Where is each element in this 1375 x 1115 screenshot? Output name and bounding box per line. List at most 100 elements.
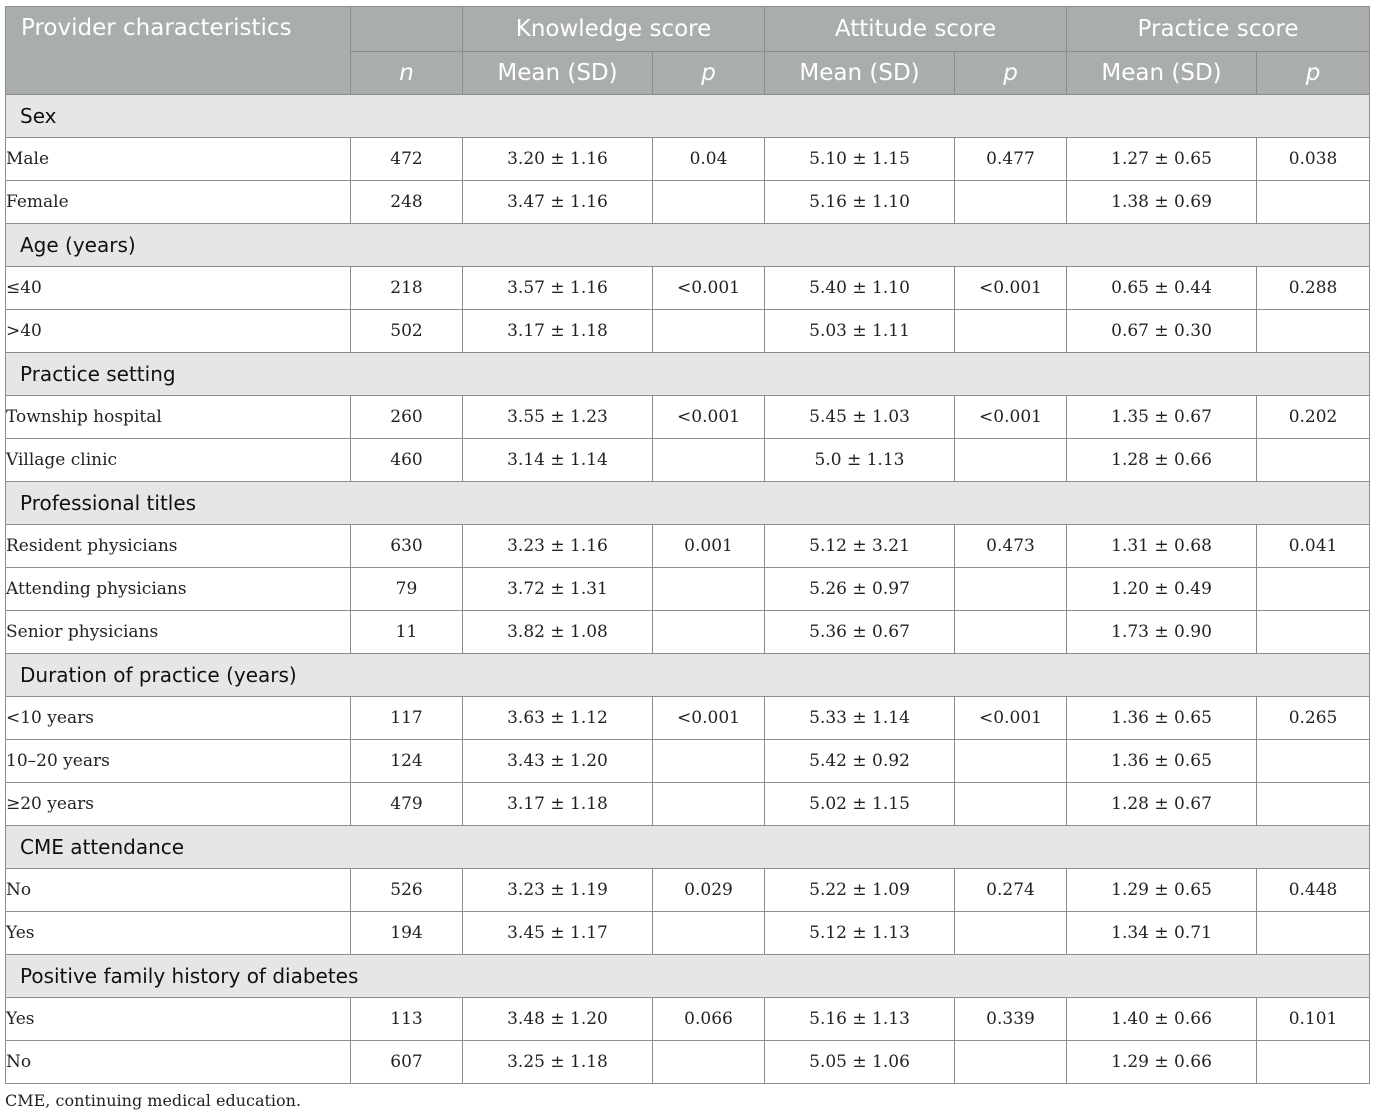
table-row: Senior physicians 11 3.82 ± 1.08 5.36 ± 0.6… [5,610,1371,654]
header-practice-mean: Mean (SD) [1066,51,1258,95]
cell-attitude-mean: 5.42 ± 0.92 [764,739,956,783]
row-label: Male [5,137,351,181]
table-body: Sex Male 472 3.20 ± 1.16 0.04 5.10 ± 1.15 0.47… [4,94,1371,1084]
table-row: <10 years 117 3.63 ± 1.12 <0.001 5.33 ± 1.14… [5,696,1371,740]
row-label: No [5,868,351,912]
cell-attitude-mean: 5.45 ± 1.03 [764,395,956,439]
cell-attitude-mean: 5.12 ± 1.13 [764,911,956,955]
cell-knowledge-mean: 3.17 ± 1.18 [462,309,653,353]
cell-knowledge-p [651,567,766,611]
cell-knowledge-p [651,309,766,353]
cell-attitude-p: <0.001 [954,266,1068,310]
cell-practice-p [1256,567,1371,611]
table-footnote: CME, continuing medical education. [5,1091,302,1110]
cell-knowledge-p: <0.001 [651,395,766,439]
cell-practice-p [1256,180,1371,224]
table-row: Village clinic 460 3.14 ± 1.14 5.0 ± 1.13 1.… [5,438,1371,482]
cell-knowledge-mean: 3.45 ± 1.17 [462,911,653,955]
cell-practice-p [1256,610,1371,654]
header-blank [350,6,463,52]
cell-practice-mean: 1.28 ± 0.66 [1066,438,1258,482]
cell-attitude-p [954,739,1068,783]
row-label: <10 years [5,696,351,740]
cell-practice-mean: 0.67 ± 0.30 [1066,309,1258,353]
cell-practice-p [1256,438,1371,482]
section-header-row: Professional titles [4,481,1371,525]
cell-practice-mean: 1.36 ± 0.65 [1066,739,1258,783]
cell-practice-mean: 1.28 ± 0.67 [1066,782,1258,826]
cell-practice-mean: 1.31 ± 0.68 [1066,524,1258,568]
row-label: Female [5,180,351,224]
cell-knowledge-p [651,438,766,482]
table-row: >40 502 3.17 ± 1.18 5.03 ± 1.11 0.67 ± 0.30 [5,309,1371,353]
cell-knowledge-p [651,1040,766,1084]
row-label: ≥20 years [5,782,351,826]
cell-knowledge-mean: 3.48 ± 1.20 [462,997,653,1041]
cell-attitude-p [954,610,1068,654]
section-title: Professional titles [4,481,1371,525]
cell-attitude-mean: 5.16 ± 1.13 [764,997,956,1041]
row-label: Yes [5,997,351,1041]
cell-attitude-p: 0.274 [954,868,1068,912]
cell-attitude-p [954,438,1068,482]
section-title: Sex [4,94,1371,138]
cell-practice-mean: 1.38 ± 0.69 [1066,180,1258,224]
cell-attitude-p [954,309,1068,353]
table-row: ≥20 years 479 3.17 ± 1.18 5.02 ± 1.15 1.28 ±… [5,782,1371,826]
cell-practice-p [1256,911,1371,955]
cell-knowledge-mean: 3.47 ± 1.16 [462,180,653,224]
section-title: Age (years) [4,223,1371,267]
cell-practice-p [1256,782,1371,826]
cell-practice-mean: 1.35 ± 0.67 [1066,395,1258,439]
table-row: Male 472 3.20 ± 1.16 0.04 5.10 ± 1.15 0.477 1.… [5,137,1371,181]
cell-practice-p [1256,1040,1371,1084]
cell-practice-p: 0.448 [1256,868,1371,912]
cell-knowledge-mean: 3.43 ± 1.20 [462,739,653,783]
header-attitude-score: Attitude score [764,6,1068,52]
results-table: Provider characteristics Knowledge score… [4,6,1371,1084]
cell-n: 218 [350,266,463,310]
cell-knowledge-p: 0.029 [651,868,766,912]
cell-practice-p: 0.265 [1256,696,1371,740]
cell-n: 472 [350,137,463,181]
cell-attitude-p [954,911,1068,955]
cell-knowledge-p: 0.001 [651,524,766,568]
cell-attitude-p [954,567,1068,611]
header-attitude-mean: Mean (SD) [764,51,956,95]
section-title: Positive family history of diabetes [4,954,1371,998]
cell-knowledge-p: <0.001 [651,266,766,310]
cell-knowledge-p: 0.04 [651,137,766,181]
cell-knowledge-p: <0.001 [651,696,766,740]
table-row: No 526 3.23 ± 1.19 0.029 5.22 ± 1.09 0.274 1.2… [5,868,1371,912]
cell-n: 11 [350,610,463,654]
cell-knowledge-p: 0.066 [651,997,766,1041]
section-title: Duration of practice (years) [4,653,1371,697]
cell-attitude-p [954,180,1068,224]
cell-attitude-mean: 5.16 ± 1.10 [764,180,956,224]
cell-attitude-p [954,782,1068,826]
row-label: 10–20 years [5,739,351,783]
cell-attitude-p: <0.001 [954,696,1068,740]
cell-practice-p [1256,739,1371,783]
cell-knowledge-mean: 3.20 ± 1.16 [462,137,653,181]
cell-n: 248 [350,180,463,224]
cell-knowledge-mean: 3.72 ± 1.31 [462,567,653,611]
cell-attitude-mean: 5.26 ± 0.97 [764,567,956,611]
cell-n: 79 [350,567,463,611]
header-provider-characteristics: Provider characteristics [5,6,351,95]
cell-n: 460 [350,438,463,482]
cell-knowledge-p [651,911,766,955]
row-label: ≤40 [5,266,351,310]
cell-knowledge-mean: 3.55 ± 1.23 [462,395,653,439]
cell-knowledge-p [651,180,766,224]
cell-attitude-mean: 5.10 ± 1.15 [764,137,956,181]
table-row: Yes 113 3.48 ± 1.20 0.066 5.16 ± 1.13 0.339 1.… [5,997,1371,1041]
table-row: ≤40 218 3.57 ± 1.16 <0.001 5.40 ± 1.10 <0.001… [5,266,1371,310]
cell-n: 502 [350,309,463,353]
row-label: Senior physicians [5,610,351,654]
row-label: Attending physicians [5,567,351,611]
cell-knowledge-mean: 3.25 ± 1.18 [462,1040,653,1084]
table-row: Township hospital 260 3.55 ± 1.23 <0.001 5.4… [5,395,1371,439]
cell-knowledge-mean: 3.82 ± 1.08 [462,610,653,654]
section-header-row: Practice setting [4,352,1371,396]
